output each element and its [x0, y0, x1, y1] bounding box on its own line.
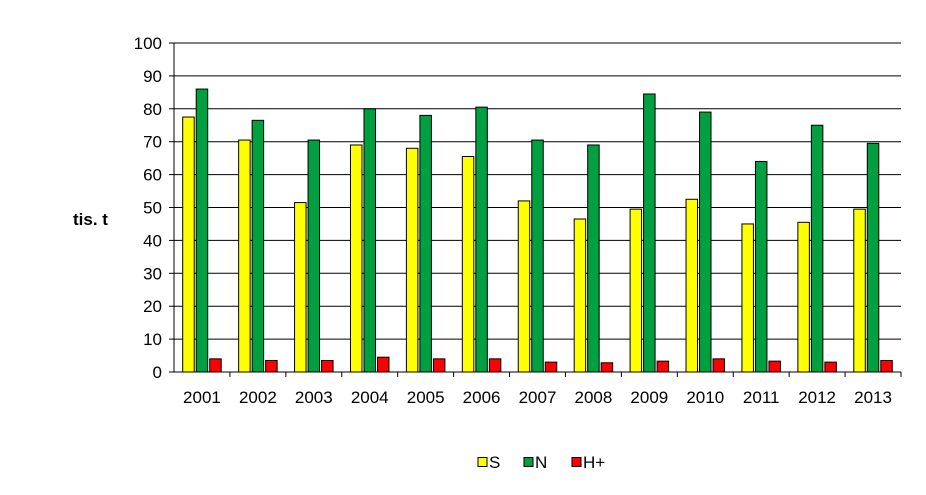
bar-n-2010 — [699, 111, 712, 373]
bar-s-2008 — [573, 218, 587, 373]
y-axis-label: tis. t — [73, 210, 108, 229]
x-tick-label: 2011 — [743, 388, 780, 407]
bar-s-2010 — [685, 198, 699, 373]
bar-s-2005 — [405, 147, 419, 373]
legend-swatch — [477, 457, 488, 467]
bar-hplus-2011 — [768, 360, 781, 373]
bar-n-2009 — [643, 93, 656, 373]
x-tick-label: 2001 — [183, 388, 221, 407]
tick-labels: 0 10 20 30 40 50 60 70 80 90 100 2001 2002 2003 2004 20… — [134, 34, 892, 407]
bar-s-2004 — [349, 144, 363, 373]
x-tick-label: 2006 — [463, 388, 501, 407]
bar-hplus-2010 — [712, 358, 726, 373]
x-tick-label: 2005 — [407, 388, 445, 407]
y-tick-label: 60 — [143, 166, 162, 185]
legend-label: H+ — [583, 453, 605, 472]
bar-n-2005 — [419, 114, 432, 373]
bar-n-2002 — [251, 119, 265, 373]
bar-s-2013 — [853, 208, 866, 373]
y-tick-label: 70 — [143, 133, 162, 152]
bar-hplus-2012 — [824, 361, 837, 373]
y-tick-label: 50 — [143, 199, 162, 218]
y-tick-label: 0 — [153, 363, 162, 382]
y-tick-label: 30 — [143, 264, 162, 283]
bar-s-2011 — [741, 223, 754, 373]
bar-n-2006 — [475, 106, 488, 373]
y-tick-label: 20 — [143, 297, 162, 316]
y-tick-label: 40 — [143, 231, 162, 250]
bar-s-2012 — [797, 221, 810, 373]
legend-swatch — [523, 457, 534, 467]
y-tick-label: 80 — [143, 100, 162, 119]
bar-hplus-2004 — [376, 356, 390, 373]
x-tick-label: 2010 — [686, 388, 724, 407]
legend: S N H+ — [477, 453, 605, 472]
legend-label: N — [535, 453, 547, 472]
bar-hplus-2003 — [321, 359, 334, 373]
bar-hplus-2005 — [432, 358, 446, 373]
bar-s-2006 — [461, 156, 475, 373]
bar-n-2011 — [754, 160, 768, 373]
bar-hplus-2006 — [488, 358, 502, 373]
bar-n-2012 — [810, 124, 824, 373]
bar-n-2007 — [531, 139, 544, 373]
x-tick-label: 2003 — [295, 388, 333, 407]
bar-n-2001 — [195, 88, 209, 373]
legend-label: S — [489, 453, 500, 472]
bar-s-2007 — [517, 200, 531, 373]
y-tick-label: 100 — [134, 34, 162, 53]
bar-hplus-2002 — [265, 359, 278, 373]
x-tick-label: 2009 — [630, 388, 668, 407]
legend-swatch — [571, 457, 582, 467]
bar-n-2008 — [587, 144, 600, 373]
bar-s-2009 — [629, 208, 643, 373]
x-tick-label: 2012 — [798, 388, 836, 407]
bar-s-2003 — [294, 202, 307, 373]
bar-hplus-2013 — [880, 359, 893, 373]
bar-n-2013 — [866, 142, 880, 373]
x-tick-label: 2002 — [239, 388, 277, 407]
x-tick-label: 2007 — [519, 388, 557, 407]
y-tick-label: 10 — [143, 330, 162, 349]
bar-n-2003 — [307, 139, 321, 373]
x-tick-label: 2004 — [351, 388, 389, 407]
y-tick-label: 90 — [143, 67, 162, 86]
bar-n-2004 — [363, 108, 376, 373]
bar-hplus-2001 — [209, 358, 222, 373]
bar-hplus-2008 — [600, 362, 614, 373]
x-tick-label: 2008 — [575, 388, 613, 407]
bar-s-2002 — [238, 139, 251, 373]
x-tick-label: 2013 — [854, 388, 892, 407]
bars — [182, 88, 893, 373]
bar-hplus-2009 — [656, 360, 670, 373]
bar-s-2001 — [182, 116, 195, 373]
bar-hplus-2007 — [544, 361, 558, 373]
